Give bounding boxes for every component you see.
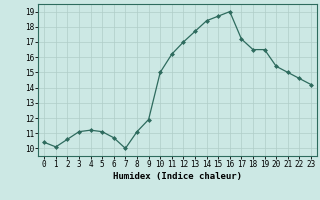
X-axis label: Humidex (Indice chaleur): Humidex (Indice chaleur) [113, 172, 242, 181]
